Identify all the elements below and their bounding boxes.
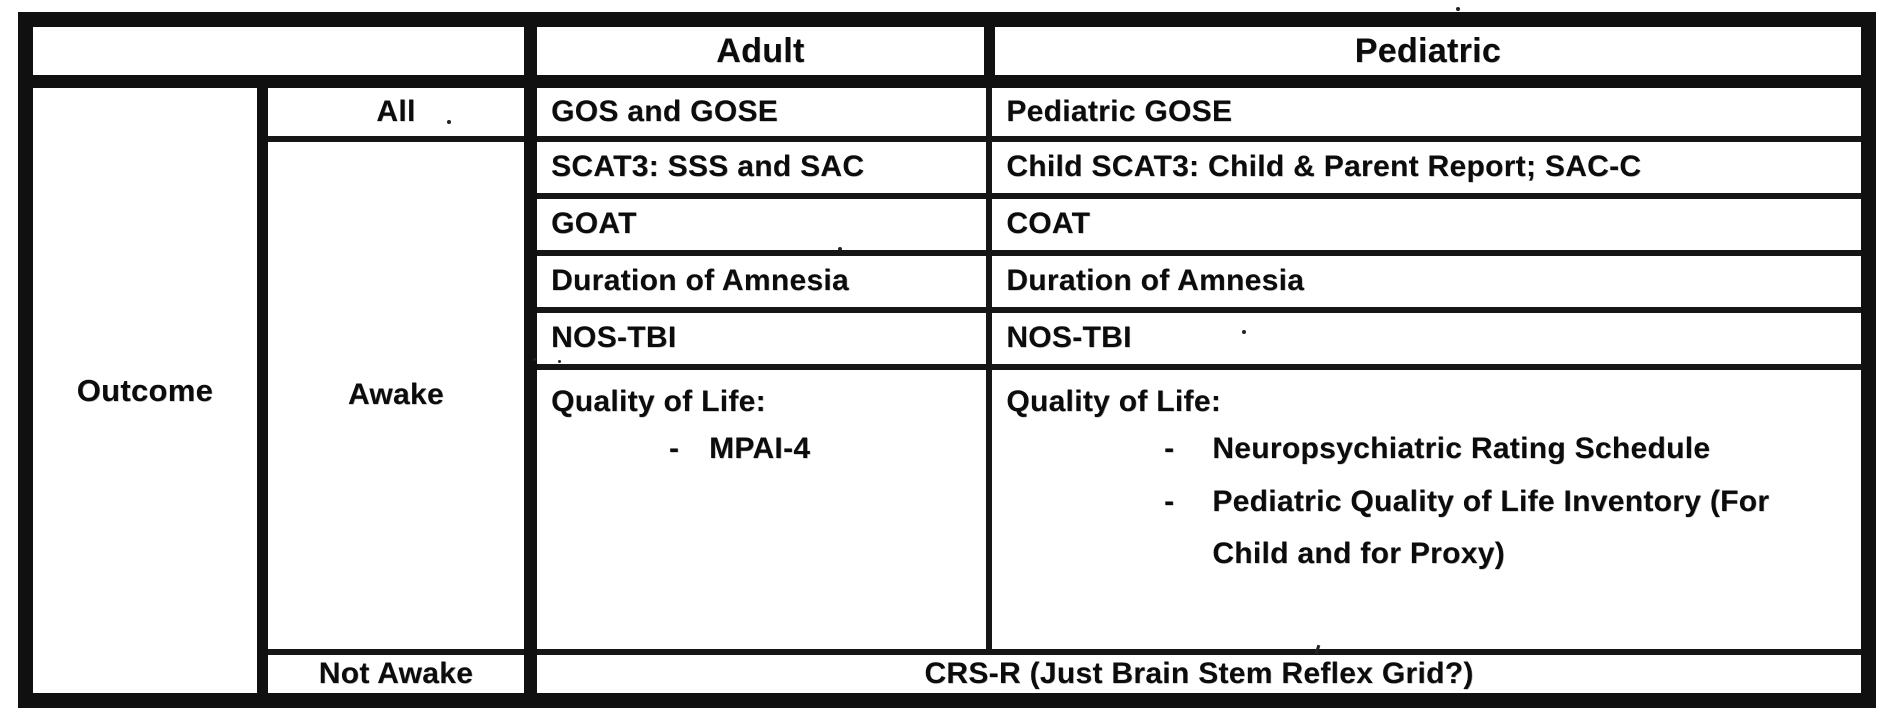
cell-crs-r: CRS-R (Just Brain Stem Reflex Grid?)	[924, 657, 1474, 690]
qol-adult-item-text: MPAI-4	[709, 432, 811, 465]
qol-adult-item: - MPAI-4	[551, 423, 972, 476]
bullet-dash: -	[1164, 432, 1175, 465]
cell-pediatric-coat: COAT	[989, 195, 1869, 256]
bullet-dash: -	[1164, 484, 1175, 518]
scan-speck	[1456, 7, 1460, 11]
cell-pediatric-nos-tbi: NOS-TBI	[989, 309, 1869, 370]
scan-speck	[1242, 330, 1246, 334]
cell-adult-nos-tbi: NOS-TBI	[530, 309, 993, 370]
qol-pediatric-title: Quality of Life:	[1006, 384, 1222, 418]
scan-speck	[558, 360, 561, 363]
table-row-all: Outcome All GOS and GOSE Pediatric GOSE	[25, 81, 1869, 701]
qol-pediatric-item: - Pediatric Quality of Life Inventory (F…	[1006, 476, 1847, 581]
cell-adult-gos-gose: GOS and GOSE	[530, 81, 993, 142]
cell-adult-duration-amnesia: Duration of Amnesia	[530, 252, 993, 313]
table-row-goat: GOAT COAT	[26, 195, 1869, 256]
subgroup-all-label: All	[262, 81, 538, 142]
scan-speck	[447, 120, 451, 124]
cell-pediatric-child-scat3: Child SCAT3: Child & Parent Report; SAC-…	[989, 138, 1869, 199]
outcome-row-group-label: Outcome	[25, 81, 268, 701]
pediatric-column-header: Pediatric	[989, 19, 1869, 88]
outcome-measures-table: Adult Pediatric Outcome All GOS and GOSE…	[18, 12, 1876, 708]
scan-speck	[838, 247, 842, 251]
cell-adult-scat3: SCAT3: SSS and SAC	[530, 138, 993, 199]
bullet-dash: -	[668, 432, 680, 465]
table-row-nos-tbi: NOS-TBI NOS-TBI	[26, 309, 1869, 370]
cell-pediatric-duration-amnesia: Duration of Amnesia	[989, 252, 1869, 313]
cell-adult-quality-of-life: Quality of Life: - MPAI-4	[530, 366, 993, 655]
header-row: Adult Pediatric	[25, 19, 1869, 88]
qol-pediatric-item-text: Pediatric Quality of Life Inventory (For…	[1212, 484, 1770, 571]
table-row-quality-of-life: Quality of Life: - MPAI-4 Quality of Lif…	[26, 366, 1869, 655]
scan-speck	[533, 358, 536, 361]
qol-pediatric-item: - Neuropsychiatric Rating Schedule	[1006, 423, 1847, 476]
subgroup-awake-label: Awake	[262, 138, 538, 655]
table-row-amnesia: Duration of Amnesia Duration of Amnesia	[26, 252, 1869, 313]
adult-column-header: Adult	[530, 19, 995, 88]
subgroup-not-awake-label: Not Awake	[262, 652, 538, 701]
qol-adult-title: Quality of Life:	[551, 384, 766, 418]
cell-adult-goat: GOAT	[530, 195, 993, 256]
cell-pediatric-quality-of-life: Quality of Life: - Neuropsychiatric Rati…	[989, 366, 1869, 655]
table-row-not-awake: Not Awake CRS-R (Just Brain Stem Reflex …	[26, 652, 1869, 701]
header-corner-cell	[25, 19, 538, 88]
cell-pediatric-gose: Pediatric GOSE	[989, 81, 1869, 142]
table-row-scat3: Awake SCAT3: SSS and SAC Child SCAT3: Ch…	[26, 138, 1869, 655]
qol-pediatric-item-text: Neuropsychiatric Rating Schedule	[1212, 432, 1711, 465]
